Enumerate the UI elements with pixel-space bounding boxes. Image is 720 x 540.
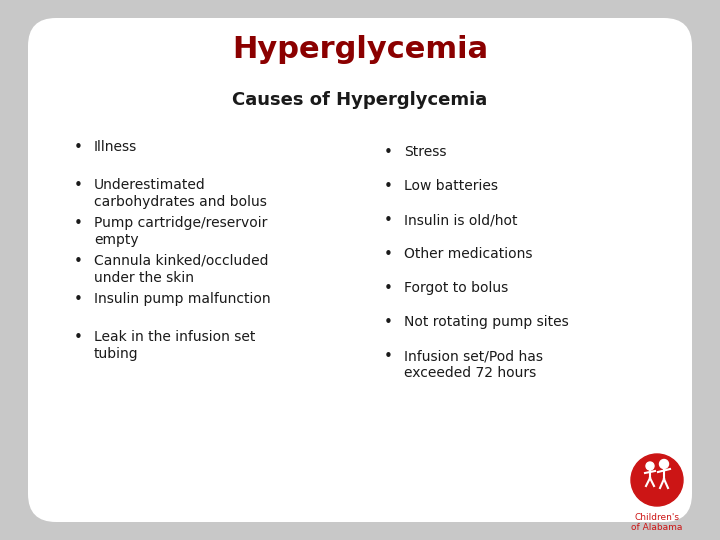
Text: Pump cartridge/reservoir
empty: Pump cartridge/reservoir empty bbox=[94, 216, 267, 247]
Text: •: • bbox=[73, 254, 82, 269]
Text: Children's: Children's bbox=[634, 513, 680, 522]
Text: Insulin pump malfunction: Insulin pump malfunction bbox=[94, 292, 271, 306]
Text: Forgot to bolus: Forgot to bolus bbox=[404, 281, 508, 295]
Text: Low batteries: Low batteries bbox=[404, 179, 498, 193]
Text: •: • bbox=[73, 178, 82, 193]
Circle shape bbox=[660, 460, 668, 469]
Text: Cannula kinked/occluded
under the skin: Cannula kinked/occluded under the skin bbox=[94, 254, 269, 285]
Text: •: • bbox=[384, 315, 392, 330]
FancyBboxPatch shape bbox=[28, 18, 692, 522]
Text: •: • bbox=[384, 349, 392, 364]
Text: of Alabama: of Alabama bbox=[631, 523, 683, 532]
Text: Hyperglycemia: Hyperglycemia bbox=[232, 36, 488, 64]
Text: •: • bbox=[384, 247, 392, 262]
Circle shape bbox=[631, 454, 683, 506]
Text: •: • bbox=[384, 179, 392, 194]
Text: Leak in the infusion set
tubing: Leak in the infusion set tubing bbox=[94, 330, 256, 361]
Text: Causes of Hyperglycemia: Causes of Hyperglycemia bbox=[233, 91, 487, 109]
Text: •: • bbox=[73, 216, 82, 231]
Text: Infusion set/Pod has
exceeded 72 hours: Infusion set/Pod has exceeded 72 hours bbox=[404, 349, 543, 380]
Text: Other medications: Other medications bbox=[404, 247, 533, 261]
Text: Not rotating pump sites: Not rotating pump sites bbox=[404, 315, 569, 329]
Text: Underestimated
carbohydrates and bolus: Underestimated carbohydrates and bolus bbox=[94, 178, 267, 209]
Text: •: • bbox=[384, 281, 392, 296]
Text: •: • bbox=[73, 292, 82, 307]
Circle shape bbox=[646, 462, 654, 470]
Text: •: • bbox=[73, 140, 82, 155]
Text: •: • bbox=[384, 213, 392, 228]
Text: •: • bbox=[73, 330, 82, 345]
Text: Stress: Stress bbox=[404, 145, 446, 159]
Text: Illness: Illness bbox=[94, 140, 138, 154]
Text: Insulin is old/hot: Insulin is old/hot bbox=[404, 213, 518, 227]
Text: •: • bbox=[384, 145, 392, 160]
